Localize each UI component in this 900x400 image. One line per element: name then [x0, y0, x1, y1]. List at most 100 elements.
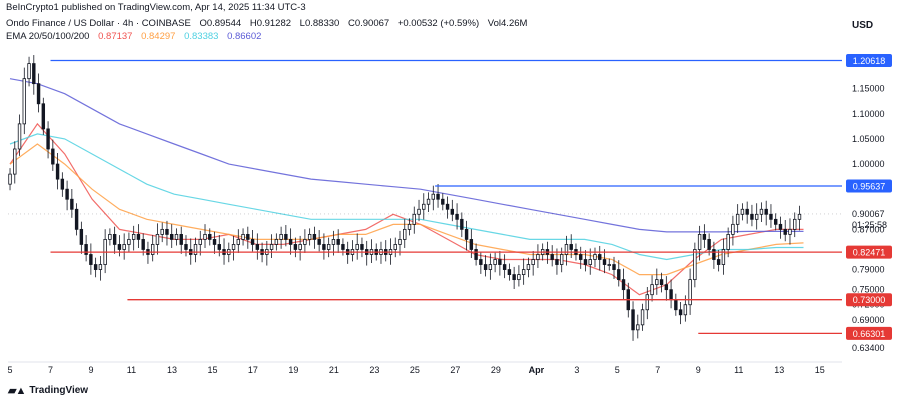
- brand-text: TradingView: [29, 385, 89, 396]
- y-tick-label: 1.10000: [852, 109, 885, 119]
- candle-down: [208, 233, 212, 240]
- candle-down: [512, 274, 516, 281]
- candle-down: [464, 228, 469, 240]
- x-tick-label: 27: [450, 365, 460, 375]
- candle-down: [631, 309, 635, 331]
- volume-label: Vol: [487, 18, 502, 29]
- symbol-name[interactable]: Ondo Finance / US Dollar · 4h · COINBASE: [6, 18, 191, 29]
- candle-down: [32, 63, 36, 85]
- x-tick-label: 19: [288, 365, 298, 375]
- high-value: 0.91282: [256, 18, 292, 29]
- open-label: O: [199, 18, 207, 29]
- candle-down: [498, 259, 502, 265]
- candle-up: [640, 309, 645, 326]
- candle-up: [22, 78, 26, 125]
- candle-down: [469, 239, 474, 250]
- x-tick-label: 15: [815, 365, 825, 375]
- ema-50-value: 0.84297: [141, 31, 176, 42]
- candle-up: [607, 264, 611, 266]
- candle-down: [36, 83, 41, 105]
- candle-down: [317, 239, 321, 245]
- candle-down: [569, 244, 573, 250]
- candle-down: [674, 299, 678, 311]
- candle-down: [293, 244, 298, 250]
- candle-up: [393, 244, 397, 250]
- open-value: 0.89544: [206, 18, 242, 29]
- ema-20-line: [9, 122, 804, 296]
- candle-down: [479, 259, 483, 265]
- candle-up: [521, 269, 526, 275]
- candle-down: [93, 264, 98, 270]
- candle-down: [312, 233, 317, 240]
- level-label-bg: [846, 53, 892, 67]
- change-value: +0.00532 (+0.59%): [397, 18, 480, 29]
- tradingview-brand[interactable]: ▰▲ TradingView: [8, 384, 88, 397]
- low-value: 0.88330: [304, 18, 340, 29]
- candle-up: [754, 213, 759, 220]
- x-tick-label: 7: [655, 365, 660, 375]
- candle-down: [764, 208, 768, 215]
- candle-up: [593, 254, 597, 260]
- candle-down: [783, 228, 787, 235]
- candle-down: [621, 279, 626, 291]
- candle-up: [683, 304, 688, 316]
- x-tick-label: 29: [491, 365, 501, 375]
- candle-up: [721, 249, 726, 265]
- candle-down: [664, 284, 669, 291]
- candle-down: [659, 279, 664, 286]
- x-tick-label: 9: [88, 365, 93, 375]
- candle-down: [579, 254, 583, 260]
- candle-down: [250, 239, 255, 245]
- y-tick-label: 1.00000: [852, 159, 885, 169]
- publisher-line: BeInCrypto1 published on TradingView.com…: [6, 2, 306, 13]
- candle-down: [774, 218, 778, 225]
- x-tick-label: 9: [696, 365, 701, 375]
- candle-up: [108, 233, 112, 240]
- close-label: C: [347, 18, 355, 29]
- candle-up: [759, 208, 764, 215]
- x-tick-label: 25: [410, 365, 420, 375]
- candle-up: [645, 294, 650, 311]
- candle-up: [731, 223, 735, 235]
- candle-up: [697, 233, 702, 250]
- candle-down: [507, 269, 512, 275]
- candle-down: [436, 193, 440, 200]
- candle-up: [127, 239, 131, 245]
- publisher-text: BeInCrypto1 published on TradingView.com…: [6, 2, 306, 13]
- candle-up: [412, 213, 416, 225]
- ema-legend[interactable]: EMA 20/50/100/200 0.87137 0.84297 0.8338…: [6, 31, 261, 42]
- level-label: 0.82471: [853, 248, 886, 258]
- candle-up: [150, 244, 155, 255]
- candle-down: [341, 244, 345, 250]
- y-tick-label: 0.69000: [852, 315, 885, 325]
- candle-down: [217, 244, 221, 250]
- candle-down: [141, 239, 145, 250]
- candle-up: [231, 244, 236, 250]
- candle-down: [474, 249, 478, 260]
- y-tick-label: 0.87000: [852, 224, 885, 234]
- candle-down: [550, 254, 554, 260]
- candle-down: [70, 198, 74, 210]
- x-tick-label: 23: [369, 365, 379, 375]
- currency-label[interactable]: USD: [852, 20, 874, 31]
- candle-down: [65, 188, 69, 200]
- candle-down: [460, 218, 464, 230]
- candle-up: [740, 208, 745, 215]
- candle-up: [279, 233, 283, 240]
- candle-up: [241, 233, 245, 240]
- candle-down: [51, 148, 55, 165]
- candle-down: [441, 198, 445, 205]
- candle-down: [360, 244, 364, 250]
- bar-countdown: 01:25:58: [852, 220, 887, 230]
- ema-50-line: [9, 143, 804, 276]
- candle-down: [716, 259, 721, 265]
- ema-200-line: [9, 78, 804, 233]
- level-label-bg: [846, 245, 892, 259]
- candle-up: [298, 244, 302, 250]
- candle-up: [203, 233, 207, 240]
- candle-up: [526, 264, 531, 270]
- candle-up: [274, 239, 279, 245]
- candle-up: [403, 228, 407, 240]
- candle-down: [612, 264, 616, 270]
